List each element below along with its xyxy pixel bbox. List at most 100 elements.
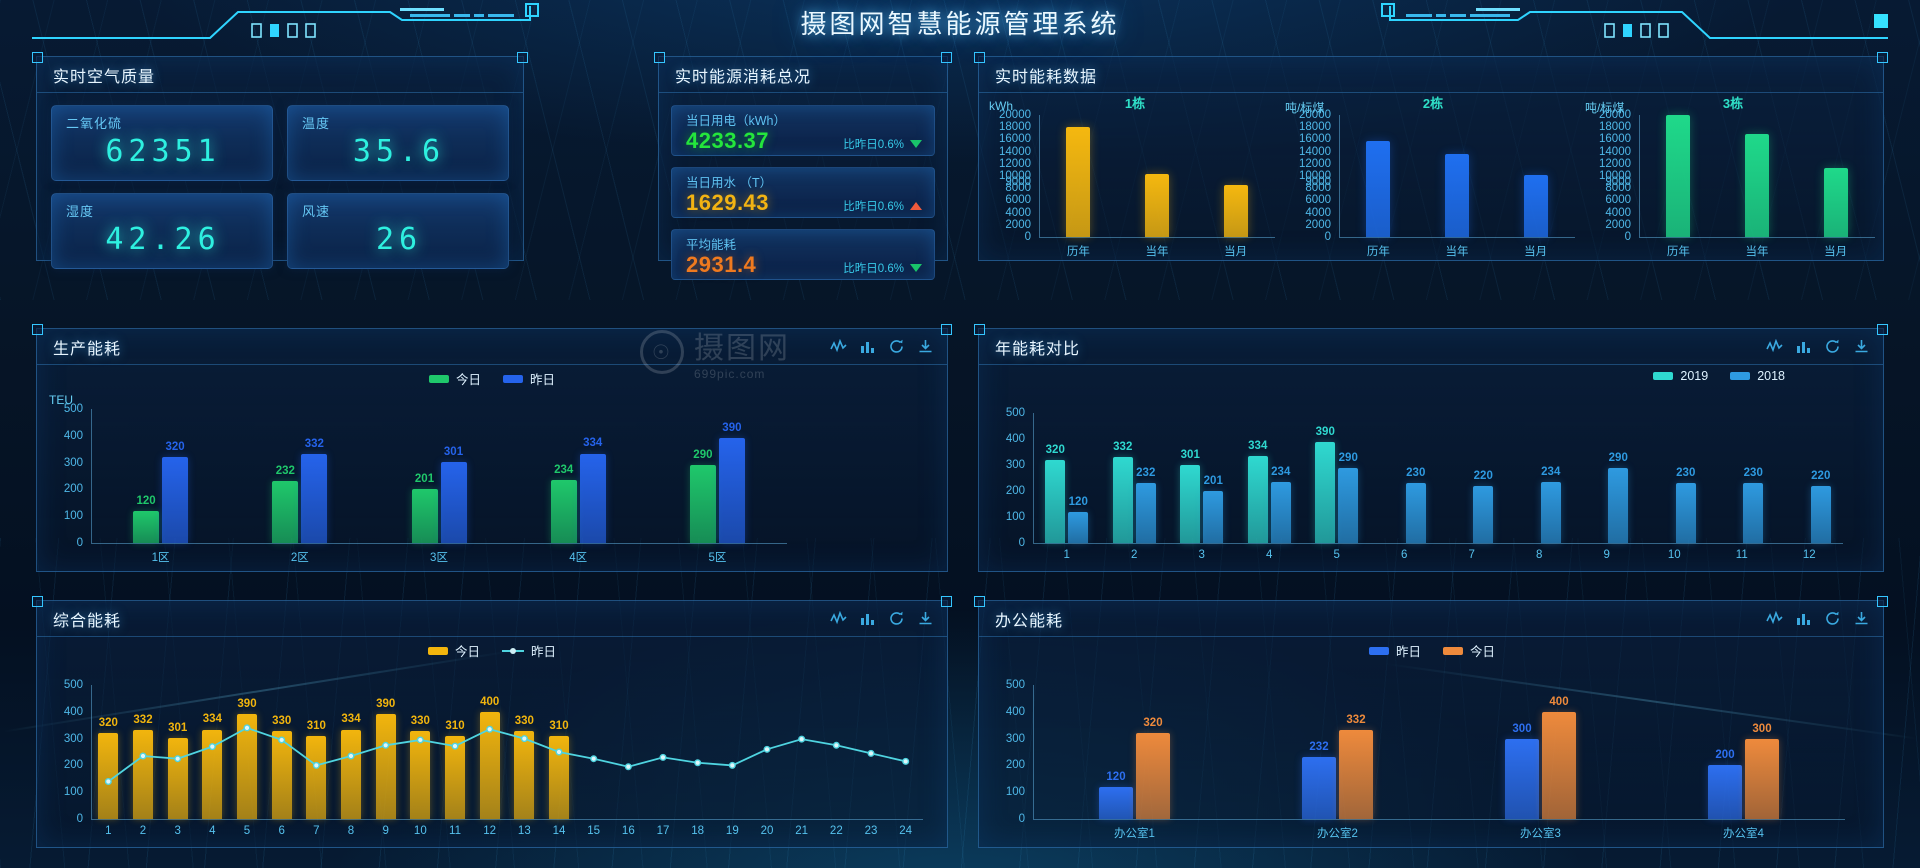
download-icon[interactable] (918, 611, 933, 626)
bar[interactable] (550, 480, 577, 543)
bar[interactable] (479, 711, 500, 819)
bar[interactable] (411, 489, 438, 543)
bar[interactable] (133, 510, 160, 543)
bar[interactable] (301, 454, 328, 543)
refresh-icon[interactable] (889, 339, 905, 354)
bar[interactable] (445, 735, 465, 819)
trend-up-icon (910, 202, 922, 210)
bar[interactable] (579, 453, 606, 543)
bar[interactable] (1745, 133, 1769, 237)
kpi-card-humidity[interactable]: 湿度 42.26 (51, 193, 273, 269)
bar[interactable] (1708, 765, 1742, 819)
bar[interactable] (375, 714, 396, 819)
wave-icon[interactable] (830, 339, 847, 354)
consumption-compare: 比昨日0.6% (843, 260, 922, 276)
chart-building-1[interactable]: 1栋 kWh 0 2000 4000 6000 8000 9000 10000 12000 1400… (987, 93, 1283, 259)
legend-item[interactable]: 今日 (428, 369, 481, 388)
chart-office-energy[interactable]: 0 100 200 300 400 500 120 320 办公室1 232 332 办公室2 300 4… (989, 641, 1875, 845)
bar[interactable] (1608, 467, 1629, 543)
bar[interactable] (237, 714, 257, 819)
refresh-icon[interactable] (1825, 339, 1841, 354)
chart-comprehensive-energy[interactable]: 0 100 200 300 400 500 320 1 332 2 301 3 334 4 390 5 330 6… (47, 641, 937, 845)
bar[interactable] (272, 480, 299, 543)
bar[interactable] (1066, 127, 1091, 237)
bar[interactable] (1366, 140, 1391, 237)
legend-item[interactable]: 2018 (1730, 369, 1785, 383)
bar[interactable] (306, 735, 327, 819)
bar[interactable] (514, 730, 535, 819)
bar[interactable] (1223, 185, 1248, 237)
bar[interactable] (410, 730, 431, 819)
legend-item[interactable]: 昨日 (502, 641, 556, 660)
legend-item[interactable]: 今日 (1443, 641, 1495, 660)
bar[interactable] (1339, 730, 1373, 819)
refresh-icon[interactable] (889, 611, 905, 626)
bar-icon[interactable] (860, 611, 876, 626)
download-icon[interactable] (1854, 611, 1869, 626)
bar[interactable] (1405, 483, 1426, 543)
bar[interactable] (1136, 733, 1170, 819)
kpi-card-so2[interactable]: 二氧化硫 62351 (51, 105, 273, 181)
bar[interactable] (1675, 483, 1696, 543)
bar[interactable] (689, 465, 716, 543)
bar[interactable] (271, 730, 292, 819)
bar[interactable] (1810, 485, 1831, 543)
bar-icon[interactable] (1796, 339, 1812, 354)
bar[interactable] (133, 730, 153, 819)
bar[interactable] (1068, 511, 1089, 543)
bar[interactable] (1270, 482, 1291, 543)
bar[interactable] (1473, 485, 1494, 543)
bar[interactable] (1247, 456, 1268, 543)
bar[interactable] (1745, 738, 1779, 819)
bar[interactable] (1823, 168, 1848, 237)
bar[interactable] (167, 738, 188, 819)
wave-icon[interactable] (830, 611, 847, 626)
chart-building-3[interactable]: 3栋 吨/标煤 0 2000 4000 6000 8000 9000 10000 12000 140… (1583, 93, 1883, 259)
bar[interactable] (341, 729, 361, 819)
bar[interactable] (1542, 711, 1576, 819)
app-header: 摄图网智慧能源管理系统 (0, 0, 1920, 46)
bar-icon[interactable] (860, 339, 876, 354)
chart-production-energy[interactable]: TEU 0 100 200 300 400 500 120 320 1区 232 332 2区 201 30… (47, 369, 937, 569)
bar[interactable] (1145, 173, 1169, 237)
bar[interactable] (549, 735, 569, 819)
bar[interactable] (440, 462, 467, 543)
bar[interactable] (202, 729, 223, 819)
bar[interactable] (1445, 154, 1469, 237)
consumption-card-1[interactable]: 当日用电（kWh） 4233.37 比昨日0.6% (671, 105, 935, 156)
bar[interactable] (162, 457, 189, 543)
bar-icon[interactable] (1796, 611, 1812, 626)
bar[interactable] (1203, 490, 1224, 543)
chart-building-2[interactable]: 2栋 吨/标煤 0 2000 4000 6000 8000 9000 10000 12000 140… (1283, 93, 1583, 259)
bar[interactable] (1099, 786, 1133, 819)
consumption-card-3[interactable]: 平均能耗 2931.4 比昨日0.6% (671, 229, 935, 280)
bar[interactable] (718, 438, 745, 543)
legend-item[interactable]: 昨日 (503, 369, 555, 388)
refresh-icon[interactable] (1825, 611, 1841, 626)
consumption-card-2[interactable]: 当日用水 （T） 1629.43 比昨日0.6% (671, 167, 935, 218)
kpi-card-temperature[interactable]: 温度 35.6 (287, 105, 509, 181)
wave-icon[interactable] (1766, 611, 1783, 626)
bar[interactable] (1180, 464, 1201, 543)
bar[interactable] (1523, 175, 1548, 237)
download-icon[interactable] (918, 339, 933, 354)
bar[interactable] (1112, 456, 1133, 543)
download-icon[interactable] (1854, 339, 1869, 354)
bar[interactable] (1338, 467, 1359, 543)
bar[interactable] (1045, 459, 1066, 543)
x-axis-tick: 2区 (290, 552, 309, 564)
bar[interactable] (1666, 115, 1691, 237)
bar[interactable] (1135, 482, 1156, 543)
wave-icon[interactable] (1766, 339, 1783, 354)
kpi-card-windspeed[interactable]: 风速 26 (287, 193, 509, 269)
bar[interactable] (98, 733, 119, 819)
bar[interactable] (1540, 482, 1561, 543)
legend-item[interactable]: 昨日 (1368, 641, 1421, 660)
legend-item[interactable]: 2019 (1653, 369, 1708, 383)
bar[interactable] (1505, 738, 1539, 819)
bar[interactable] (1315, 441, 1336, 543)
bar[interactable] (1743, 483, 1764, 543)
bar[interactable] (1302, 756, 1336, 819)
legend-item[interactable]: 今日 (427, 641, 480, 660)
chart-annual-comparison[interactable]: 0 100 200 300 400 500 320 120 1 332 232 2 301 201 3 334… (989, 369, 1875, 569)
